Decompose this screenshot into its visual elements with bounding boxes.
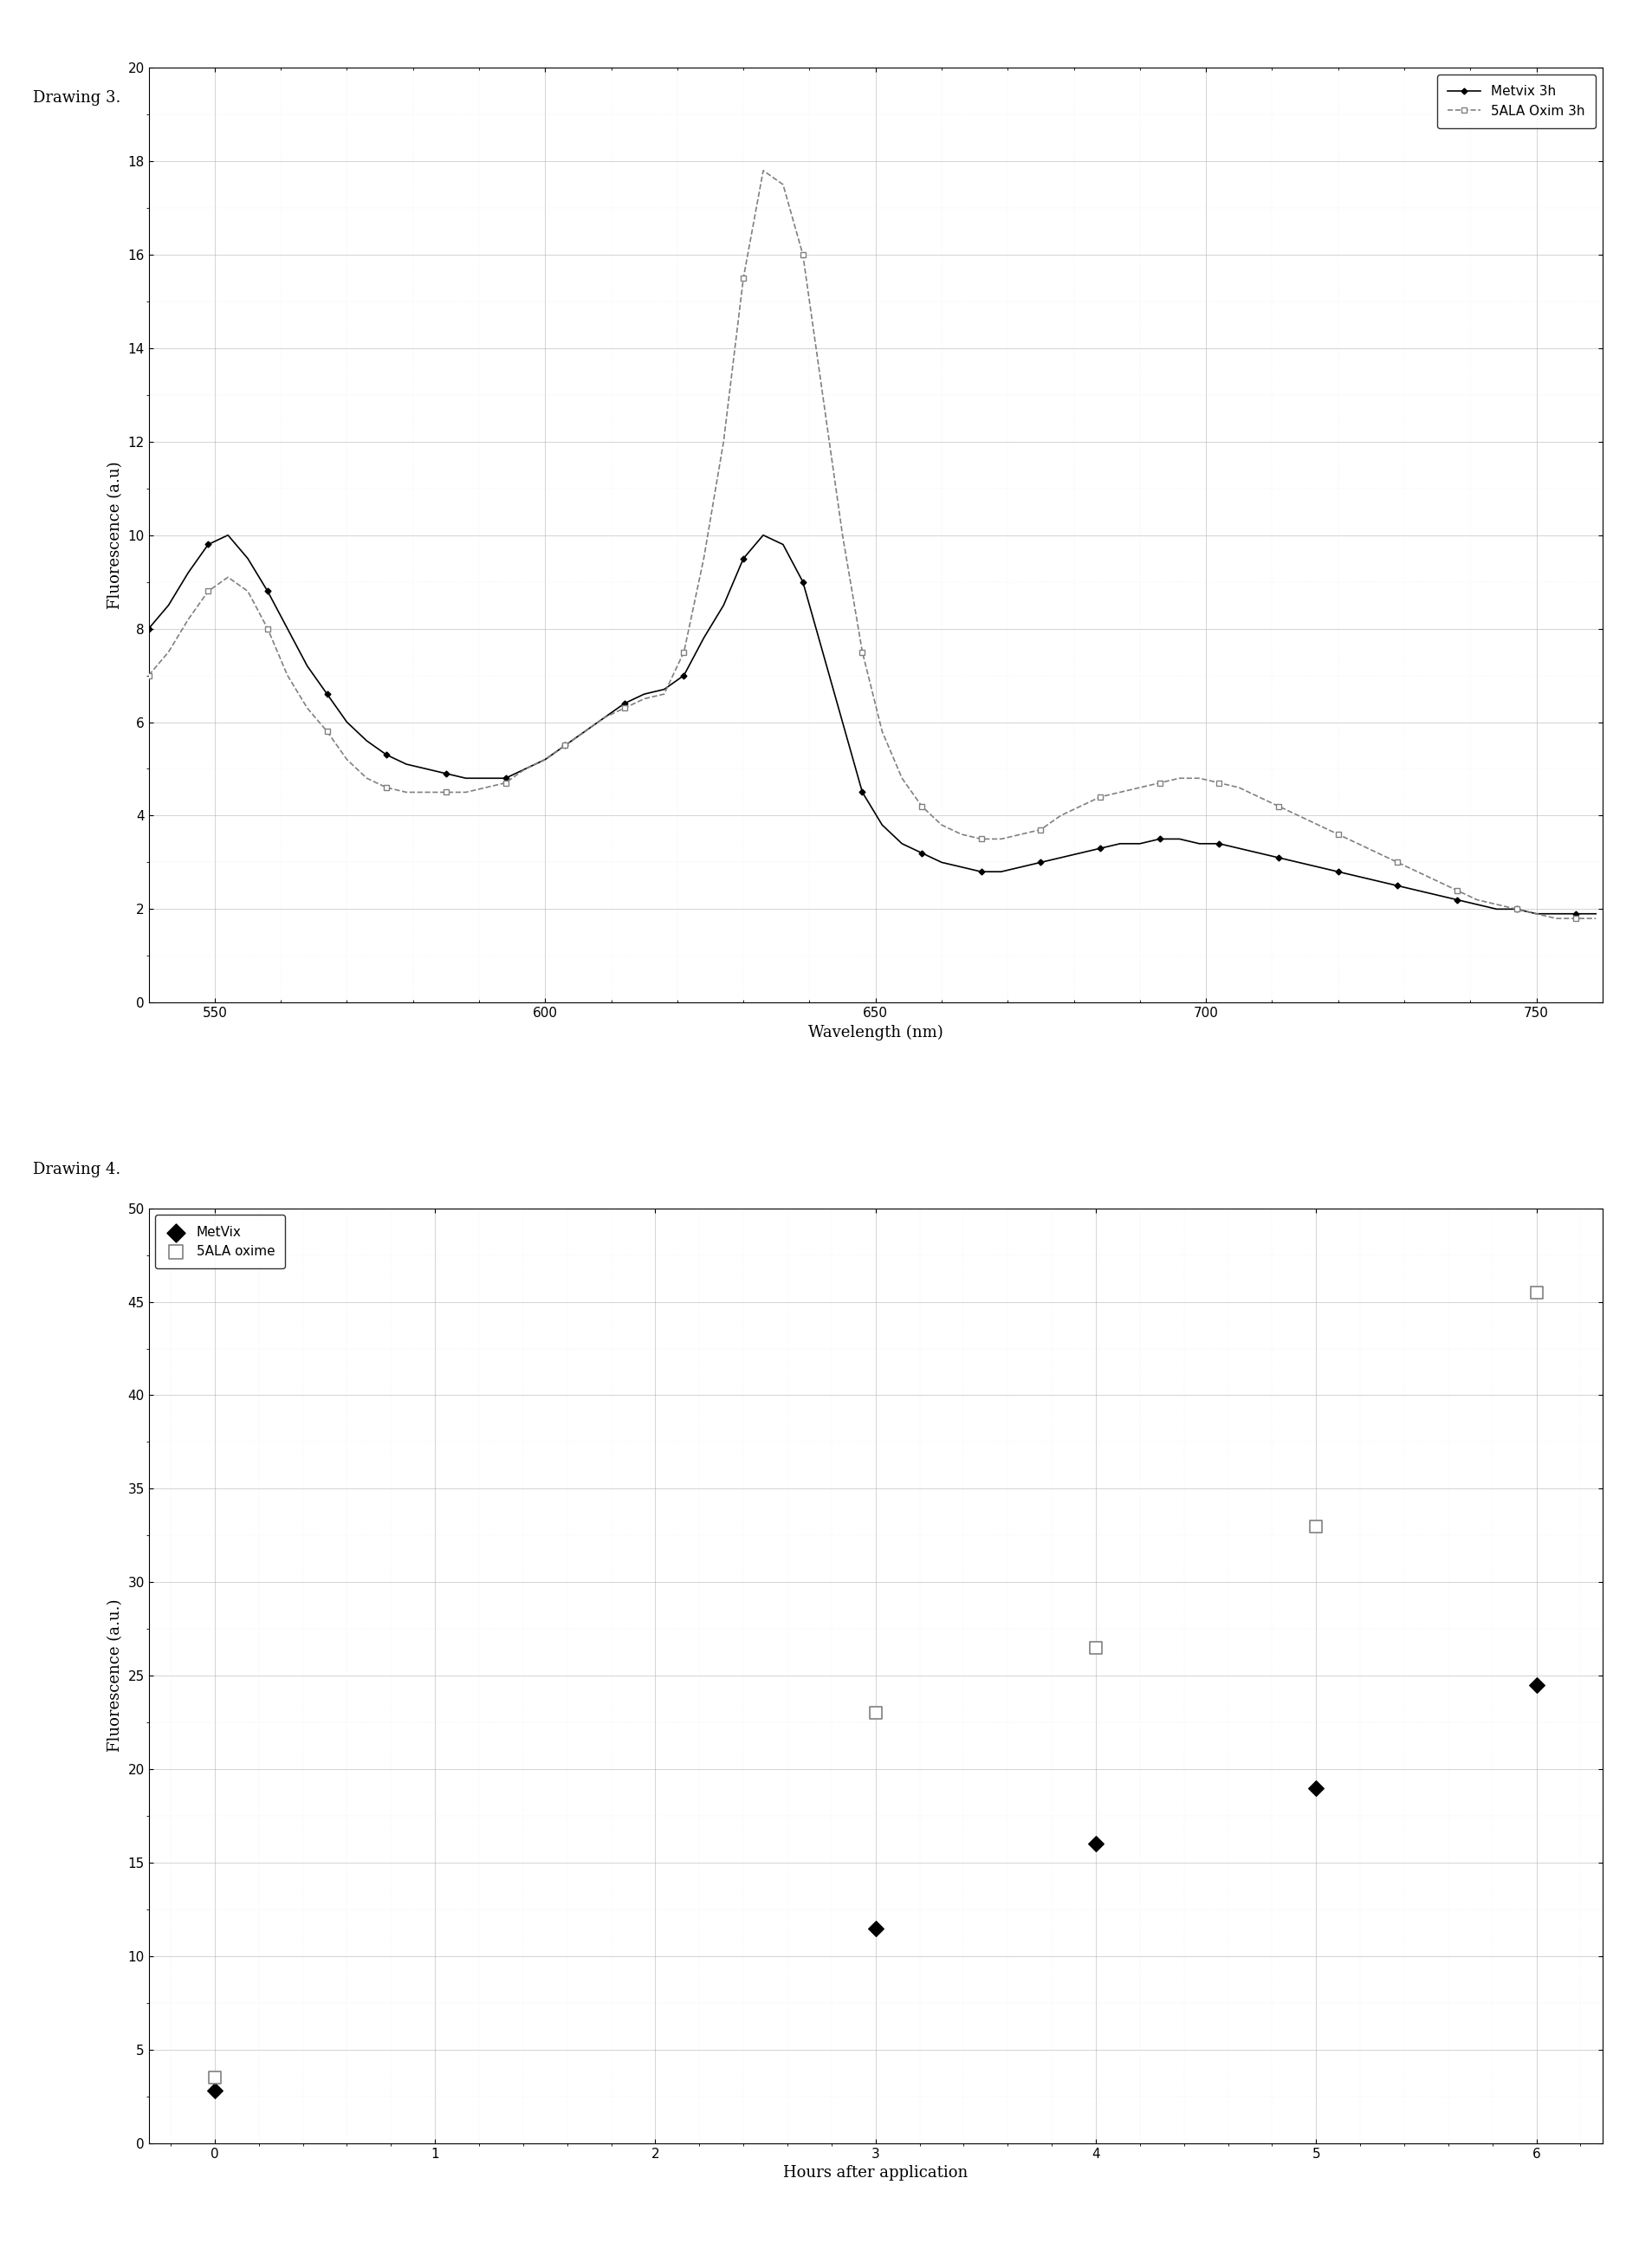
Metvix 3h xyxy=(456,765,476,792)
5ALA Oxim 3h xyxy=(456,778,476,805)
5ALA Oxim 3h xyxy=(753,158,773,185)
Text: Drawing 4.: Drawing 4. xyxy=(33,1162,121,1178)
Legend: MetVix, 5ALA oxime: MetVix, 5ALA oxime xyxy=(155,1216,286,1268)
Legend: Metvix 3h, 5ALA Oxim 3h: Metvix 3h, 5ALA Oxim 3h xyxy=(1437,74,1596,129)
5ALA Oxim 3h xyxy=(615,695,634,722)
X-axis label: Hours after application: Hours after application xyxy=(783,2166,968,2182)
5ALA Oxim 3h xyxy=(139,661,159,688)
5ALA Oxim 3h xyxy=(1586,905,1606,932)
5ALA Oxim 3h xyxy=(971,826,991,853)
Metvix 3h xyxy=(1586,900,1606,927)
Line: Metvix 3h: Metvix 3h xyxy=(147,532,1597,916)
MetVix xyxy=(1523,1667,1550,1703)
Metvix 3h xyxy=(1526,900,1546,927)
5ALA Oxim 3h xyxy=(436,778,456,805)
Y-axis label: Fluorescence (a.u.): Fluorescence (a.u.) xyxy=(107,1600,122,1753)
5ALA oxime xyxy=(862,1694,889,1730)
Metvix 3h xyxy=(952,853,971,880)
MetVix xyxy=(1082,1825,1108,1861)
MetVix xyxy=(202,2073,228,2109)
Line: 5ALA Oxim 3h: 5ALA Oxim 3h xyxy=(147,169,1597,920)
Metvix 3h xyxy=(218,521,238,548)
Metvix 3h xyxy=(139,616,159,643)
Y-axis label: Fluorescence (a.u): Fluorescence (a.u) xyxy=(107,460,122,609)
Metvix 3h xyxy=(634,681,654,708)
Metvix 3h xyxy=(1467,891,1487,918)
X-axis label: Wavelength (nm): Wavelength (nm) xyxy=(808,1024,943,1040)
5ALA Oxim 3h xyxy=(952,821,971,848)
5ALA Oxim 3h xyxy=(1546,905,1566,932)
5ALA oxime xyxy=(1082,1629,1108,1665)
Text: Drawing 3.: Drawing 3. xyxy=(33,90,121,106)
5ALA Oxim 3h xyxy=(1467,887,1487,914)
5ALA oxime xyxy=(1303,1507,1330,1543)
MetVix xyxy=(862,1911,889,1947)
5ALA oxime xyxy=(202,2060,228,2096)
Metvix 3h xyxy=(476,765,496,792)
Metvix 3h xyxy=(971,857,991,884)
MetVix xyxy=(1303,1771,1330,1807)
5ALA oxime xyxy=(1523,1275,1550,1311)
